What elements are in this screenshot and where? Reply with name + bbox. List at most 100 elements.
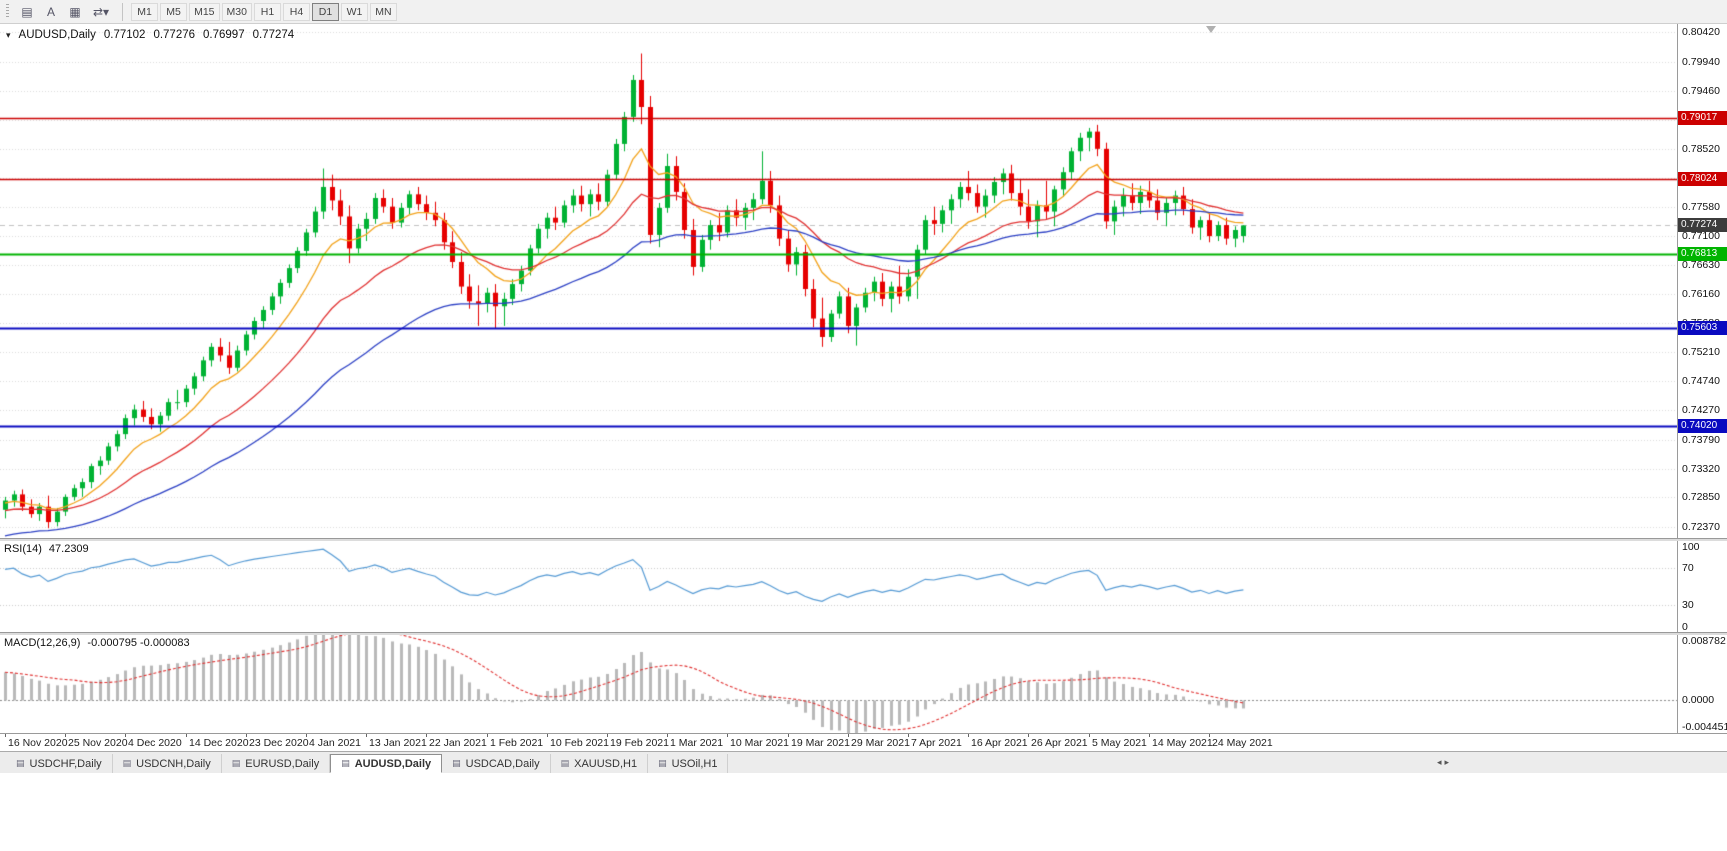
rsi-axis: 100 70 30 0	[1677, 541, 1727, 633]
macd-chart-canvas[interactable]	[0, 635, 1677, 733]
current-price-badge: 0.77274	[1678, 218, 1727, 233]
timeframe-button-m15[interactable]: M15	[189, 2, 220, 21]
date-label: 5 May 2021	[1092, 737, 1147, 749]
timeframe-switch-icon[interactable]: ⇄▾	[93, 4, 110, 19]
template-icon[interactable]: ▦	[69, 4, 81, 19]
chart-tab-label: AUDUSD,Daily	[354, 757, 432, 770]
timeframe-button-d1[interactable]: D1	[311, 2, 339, 21]
chart-tab-xauusd[interactable]: ▤ XAUUSD,H1	[550, 754, 649, 773]
ohlc-open: 0.77102	[103, 29, 146, 41]
price-chart-canvas[interactable]	[0, 24, 1677, 538]
hline-price-badge[interactable]: 0.79017	[1678, 111, 1727, 126]
toolbar-icon-group: ▤ A ▦ ⇄▾	[16, 3, 114, 21]
date-tick	[908, 734, 909, 737]
chart-tab-label: USDCHF,Daily	[29, 757, 102, 770]
date-label: 29 Mar 2021	[851, 737, 910, 749]
chart-tab-usoil[interactable]: ▤ USOil,H1	[648, 754, 729, 773]
chart-tab-usdchf[interactable]: ▤ USDCHF,Daily	[6, 754, 113, 773]
date-tick	[1149, 734, 1150, 737]
price-tick-label: 0.72370	[1682, 520, 1720, 533]
date-tick	[186, 734, 187, 737]
timeframe-button-h4[interactable]: H4	[282, 2, 310, 21]
symbol-dropdown-icon[interactable]: ▾	[6, 29, 11, 40]
chart-tab-usdcad[interactable]: ▤ USDCAD,Daily	[442, 754, 551, 773]
date-tick	[125, 734, 126, 737]
date-label: 13 Jan 2021	[369, 737, 427, 749]
timeframe-button-m30[interactable]: M30	[221, 2, 252, 21]
macd-values: -0.000795 -0.000083	[87, 637, 190, 649]
tab-scroll-controls: ◂ ▸	[1437, 757, 1449, 768]
date-label: 14 Dec 2020	[189, 737, 249, 749]
date-label: 7 Apr 2021	[911, 737, 962, 749]
chart-title: ▾ AUDUSD,Daily 0.77102 0.77276 0.76997 0…	[6, 29, 294, 41]
hline-price-badge[interactable]: 0.74020	[1678, 418, 1727, 433]
date-label: 16 Nov 2020	[8, 737, 68, 749]
date-label: 26 Apr 2021	[1031, 737, 1088, 749]
chart-tab-usdcnh[interactable]: ▤ USDCNH,Daily	[112, 754, 222, 773]
chart-tab-icon: ▤	[16, 758, 25, 768]
text-label-icon[interactable]: A	[46, 4, 55, 19]
date-label: 25 Nov 2020	[68, 737, 128, 749]
date-tick	[426, 734, 427, 737]
toolbar-separator	[122, 2, 124, 21]
rsi-tick-label: 70	[1682, 562, 1694, 575]
date-label: 23 Dec 2020	[249, 737, 309, 749]
price-tick-label: 0.74270	[1682, 404, 1720, 417]
price-tick-label: 0.77100	[1682, 230, 1720, 243]
rsi-tick-label: 0	[1682, 621, 1688, 633]
price-tick-label: 0.73320	[1682, 462, 1720, 475]
date-tick	[1089, 734, 1090, 737]
chart-tab-icon: ▤	[122, 758, 132, 768]
chart-tab-label: USDCNH,Daily	[136, 757, 211, 770]
timeframe-button-w1[interactable]: W1	[340, 2, 368, 21]
chart-grid-icon[interactable]: ▤	[21, 4, 33, 19]
timeframe-button-h1[interactable]: H1	[253, 2, 281, 21]
date-axis: 16 Nov 2020 25 Nov 2020 4 Dec 2020 14 Dec 2…	[0, 733, 1727, 751]
tab-scroll-left[interactable]: ◂	[1437, 757, 1442, 767]
rsi-tick-label: 30	[1682, 598, 1694, 611]
chart-tab-eurusd[interactable]: ▤ EURUSD,Daily	[221, 754, 331, 773]
date-label: 24 May 2021	[1212, 737, 1273, 749]
chart-tab-icon: ▤	[658, 758, 667, 768]
rsi-chart-canvas[interactable]	[0, 541, 1677, 632]
hline-price-badge[interactable]: 0.78024	[1678, 172, 1727, 187]
price-tick-label: 0.74740	[1682, 375, 1720, 388]
macd-label: MACD(12,26,9) -0.000795 -0.000083	[4, 637, 190, 649]
date-tick	[727, 734, 728, 737]
panel-splitter[interactable]	[0, 538, 1727, 541]
tab-scroll-right[interactable]: ▸	[1444, 757, 1450, 767]
panel-splitter[interactable]	[0, 632, 1727, 635]
symbol-label: AUDUSD,Daily	[18, 29, 96, 41]
macd-name: MACD(12,26,9)	[4, 637, 81, 649]
price-tick-label: 0.72850	[1682, 491, 1720, 504]
price-tick-label: 0.80420	[1682, 25, 1720, 38]
timeframe-group: M1 M5 M15 M30 H1 H4 D1 W1 MN	[131, 2, 397, 21]
timeframe-button-m1[interactable]: M1	[131, 2, 159, 21]
price-panel: ▾ AUDUSD,Daily 0.77102 0.77276 0.76997 0…	[0, 24, 1727, 538]
date-label: 4 Dec 2020	[128, 737, 182, 749]
macd-tick-label: 0.0000	[1682, 694, 1715, 707]
top-toolbar: ▤ A ▦ ⇄▾ M1 M5 M15 M30 H1 H4 D1 W1 MN	[0, 0, 1727, 24]
rsi-name: RSI(14)	[4, 543, 42, 555]
toolbar-grip[interactable]	[6, 4, 9, 19]
chart-shift-marker[interactable]	[1206, 26, 1216, 33]
macd-tick-label: 0.008782	[1682, 635, 1726, 647]
price-axis: 0.804200.799400.794600.789900.785200.780…	[1677, 24, 1727, 538]
chart-tab-icon: ▤	[452, 758, 461, 768]
hline-price-badge[interactable]: 0.76813	[1678, 246, 1727, 261]
hline-price-badge[interactable]: 0.75603	[1678, 321, 1727, 336]
price-tick-label: 0.77580	[1682, 200, 1720, 213]
rsi-label: RSI(14) 47.2309	[4, 543, 89, 555]
timeframe-button-mn[interactable]: MN	[369, 2, 397, 21]
chart-tab-audusd[interactable]: ▤ AUDUSD,Daily	[330, 754, 443, 773]
date-label: 1 Mar 2021	[670, 737, 724, 749]
ohlc-high: 0.77276	[153, 29, 196, 41]
timeframe-button-m5[interactable]: M5	[160, 2, 188, 21]
date-tick	[788, 734, 789, 737]
chart-tab-icon: ▤	[341, 758, 350, 768]
chart-tab-label: EURUSD,Daily	[245, 757, 320, 770]
date-tick	[848, 734, 849, 737]
price-tick-label: 0.75210	[1682, 346, 1720, 359]
date-tick	[487, 734, 488, 737]
date-tick	[5, 734, 6, 737]
